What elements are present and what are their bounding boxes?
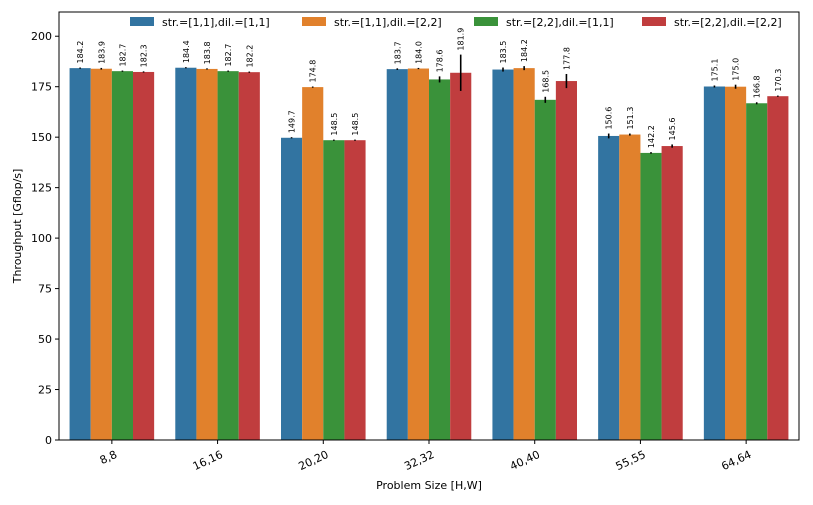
bar-16x16-series-1 — [175, 67, 197, 440]
data-label-16x16-series-4: 182.2 — [245, 45, 254, 68]
data-label-64x64-series-1: 175.1 — [710, 59, 719, 82]
x-tick-label-55x55: 55,55 — [614, 448, 648, 473]
data-label-16x16-series-1: 184.4 — [182, 40, 191, 63]
data-label-20x20-series-2: 174.8 — [309, 60, 318, 83]
bar-64x64-series-3 — [746, 103, 768, 440]
data-label-16x16-series-3: 182.7 — [224, 44, 233, 67]
legend-swatch — [642, 17, 666, 26]
data-labels-layer: 184.2 183.9 182.7 182.3 184.4 183.8 182.7 182.2… — [76, 28, 783, 148]
legend-swatch — [302, 17, 326, 26]
data-label-40x40-series-2: 184.2 — [520, 39, 529, 62]
bar-32x32-series-3 — [429, 79, 451, 441]
data-label-64x64-series-4: 170.3 — [774, 69, 783, 92]
bar-8x8-series-3 — [111, 71, 133, 440]
data-label-32x32-series-3: 178.6 — [436, 49, 445, 72]
legend: str.=[1,1],dil.=[1,1] str.=[1,1],dil.=[2,… — [130, 16, 782, 29]
error-bars-layer — [79, 54, 779, 154]
legend-item-3: str.=[2,2],dil.=[1,1] — [474, 16, 614, 29]
data-label-20x20-series-4: 148.5 — [351, 113, 360, 136]
x-tick-label-16x16: 16,16 — [191, 448, 225, 473]
legend-item-1: str.=[1,1],dil.=[1,1] — [130, 16, 270, 29]
bar-20x20-series-2 — [302, 87, 324, 441]
data-label-20x20-series-1: 149.7 — [288, 110, 297, 133]
bar-8x8-series-2 — [90, 68, 112, 440]
data-label-20x20-series-3: 148.5 — [330, 113, 339, 136]
bar-55x55-series-1 — [598, 135, 620, 440]
legend-item-4: str.=[2,2],dil.=[2,2] — [642, 16, 782, 29]
x-axis: 8,8 16,16 20,20 32,32 40,40 55,55 64,64 — [98, 440, 753, 473]
bars-layer — [69, 67, 789, 441]
x-tick-label-32x32: 32,32 — [402, 448, 436, 473]
bar-40x40-series-4 — [555, 81, 577, 440]
data-label-55x55-series-1: 150.6 — [605, 107, 614, 130]
y-tick-label: 150 — [31, 131, 52, 144]
bar-64x64-series-4 — [767, 96, 789, 440]
data-label-8x8-series-3: 182.7 — [118, 44, 127, 67]
legend-item-2: str.=[1,1],dil.=[2,2] — [302, 16, 442, 29]
data-label-40x40-series-1: 183.5 — [499, 41, 508, 64]
data-label-40x40-series-4: 177.8 — [562, 47, 571, 70]
legend-label: str.=[1,1],dil.=[2,2] — [334, 16, 442, 29]
data-label-16x16-series-2: 183.8 — [203, 41, 212, 64]
bar-32x32-series-2 — [407, 68, 429, 440]
data-label-55x55-series-4: 145.6 — [668, 118, 677, 141]
legend-label: str.=[2,2],dil.=[2,2] — [674, 16, 782, 29]
y-tick-label: 75 — [38, 283, 52, 296]
bar-20x20-series-3 — [323, 140, 345, 440]
bar-55x55-series-4 — [661, 146, 683, 440]
data-label-32x32-series-1: 183.7 — [393, 41, 402, 64]
data-label-8x8-series-1: 184.2 — [76, 41, 85, 64]
bar-8x8-series-4 — [133, 71, 155, 440]
bar-32x32-series-4 — [450, 72, 472, 441]
y-axis-label: Throughput [Gflop/s] — [11, 169, 24, 285]
y-axis: 0 25 50 75 100 125 150 175 200 — [31, 30, 59, 447]
y-tick-label: 200 — [31, 30, 52, 43]
bar-55x55-series-3 — [640, 152, 662, 440]
bar-16x16-series-4 — [238, 72, 260, 440]
bar-16x16-series-3 — [217, 71, 239, 440]
data-label-55x55-series-3: 142.2 — [647, 125, 656, 148]
data-label-64x64-series-2: 175.0 — [732, 58, 741, 81]
bar-40x40-series-2 — [513, 68, 535, 441]
data-label-8x8-series-4: 182.3 — [140, 44, 149, 67]
y-tick-label: 100 — [31, 232, 52, 245]
x-tick-label-40x40: 40,40 — [508, 448, 542, 473]
legend-label: str.=[1,1],dil.=[1,1] — [162, 16, 270, 29]
bar-55x55-series-2 — [619, 134, 641, 440]
y-tick-label: 50 — [38, 333, 52, 346]
legend-swatch — [474, 17, 498, 26]
data-label-55x55-series-2: 151.3 — [626, 107, 635, 130]
bar-32x32-series-1 — [386, 69, 408, 440]
data-label-40x40-series-3: 168.5 — [541, 70, 550, 93]
data-label-32x32-series-4: 181.9 — [457, 28, 466, 51]
bar-40x40-series-1 — [492, 69, 514, 441]
bar-8x8-series-1 — [69, 68, 91, 441]
legend-swatch — [130, 17, 154, 26]
x-tick-label-64x64: 64,64 — [719, 448, 753, 473]
bar-20x20-series-4 — [344, 140, 366, 440]
bar-16x16-series-2 — [196, 68, 218, 441]
bar-64x64-series-1 — [703, 86, 725, 441]
bar-40x40-series-3 — [534, 99, 556, 441]
bar-64x64-series-2 — [725, 86, 747, 440]
bar-20x20-series-1 — [281, 137, 303, 441]
y-tick-label: 25 — [38, 384, 52, 397]
data-label-8x8-series-2: 183.9 — [97, 41, 106, 64]
y-tick-label: 125 — [31, 182, 52, 195]
data-label-64x64-series-3: 166.8 — [753, 75, 762, 98]
legend-label: str.=[2,2],dil.=[1,1] — [506, 16, 614, 29]
y-tick-label: 175 — [31, 81, 52, 94]
data-label-32x32-series-2: 184.0 — [414, 41, 423, 64]
y-tick-label: 0 — [45, 434, 52, 447]
x-tick-label-8x8: 8,8 — [98, 448, 119, 467]
x-tick-label-20x20: 20,20 — [297, 448, 331, 473]
x-axis-label: Problem Size [H,W] — [376, 479, 482, 492]
